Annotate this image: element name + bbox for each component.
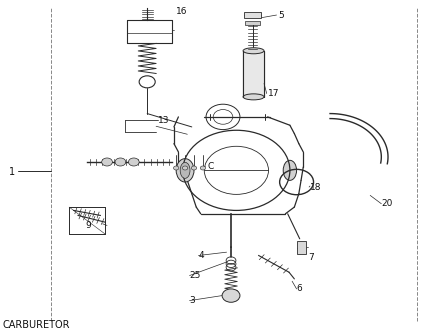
Text: 18: 18 [310, 183, 322, 191]
Circle shape [182, 166, 188, 170]
Circle shape [128, 158, 139, 166]
Circle shape [115, 158, 126, 166]
Text: 13: 13 [158, 116, 170, 125]
Text: 3: 3 [190, 296, 195, 305]
Text: C: C [207, 162, 214, 171]
Text: CARBURETOR: CARBURETOR [2, 320, 70, 330]
Ellipse shape [283, 160, 297, 180]
Text: 5: 5 [279, 11, 285, 19]
Circle shape [173, 166, 179, 170]
Text: 25: 25 [190, 271, 201, 280]
FancyBboxPatch shape [243, 51, 264, 97]
Text: 9: 9 [86, 221, 91, 230]
FancyBboxPatch shape [245, 21, 260, 25]
FancyBboxPatch shape [244, 12, 261, 18]
Text: 7: 7 [308, 253, 314, 262]
Text: 6: 6 [297, 285, 302, 293]
Ellipse shape [243, 48, 264, 54]
Circle shape [222, 289, 240, 302]
Text: 20: 20 [381, 199, 393, 208]
Text: 17: 17 [268, 89, 279, 98]
Ellipse shape [243, 94, 264, 100]
Text: 16: 16 [176, 7, 188, 16]
FancyBboxPatch shape [297, 241, 306, 254]
Circle shape [200, 166, 206, 170]
Ellipse shape [176, 159, 194, 182]
Text: 4: 4 [198, 251, 204, 260]
Circle shape [102, 158, 112, 166]
Ellipse shape [180, 162, 190, 178]
Circle shape [191, 166, 197, 170]
Text: 1: 1 [9, 167, 15, 177]
